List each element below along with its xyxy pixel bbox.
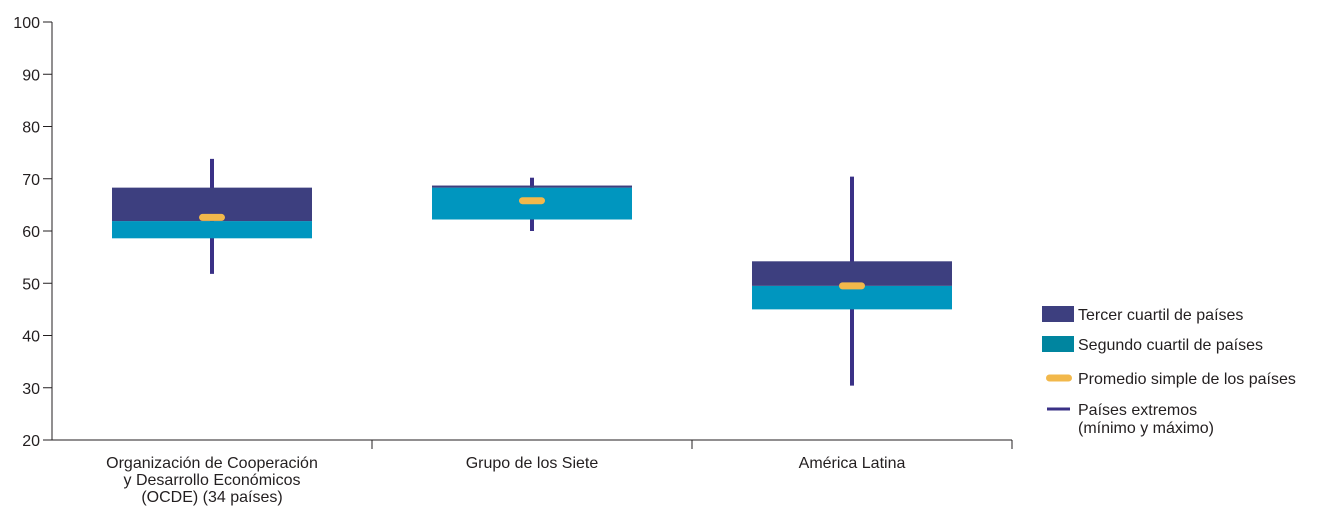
y-tick-label-90: 90 [22,67,40,84]
category-label-1: Grupo de los Siete [466,455,599,472]
legend-label-q3: Tercer cuartil de países [1078,307,1243,324]
x-axis: Organización de Cooperación y Desarrollo … [52,439,1013,506]
category-label-line: América Latina [799,455,906,472]
mean-marker-1 [519,197,545,205]
y-tick-label-80: 80 [22,120,40,137]
mean-marker-0 [199,213,225,221]
q2-box-0 [112,221,312,239]
mean-marker-2 [839,282,865,290]
legend-swatch-q2 [1042,336,1074,352]
q3-box-2 [752,261,952,286]
category-label-line: (OCDE) (34 países) [141,489,282,506]
y-tick-label-60: 60 [22,224,40,241]
y-tick-label-30: 30 [22,381,40,398]
category-label-line: Grupo de los Siete [466,455,599,472]
legend-label-extremes: Países extremos (mínimo y máximo) [1078,402,1214,437]
legend-label-line: (mínimo y máximo) [1078,420,1214,437]
legend-label-mean: Promedio simple de los países [1078,371,1296,388]
y-tick-label-50: 50 [22,276,40,293]
q3-box-1 [432,185,632,188]
y-tick-label-20: 20 [22,433,40,450]
legend-label-line: Tercer cuartil de países [1078,307,1243,324]
y-axis: 20 30 40 50 60 70 80 90 100 [13,15,53,450]
legend-label-q2: Segundo cuartil de países [1078,337,1263,354]
legend-label-line: Segundo cuartil de países [1078,337,1263,354]
legend-swatch-q3 [1042,306,1074,322]
y-tick-label-40: 40 [22,329,40,346]
q2-box-2 [752,285,952,310]
legend-swatch-mean [1046,374,1072,382]
legend: Tercer cuartil de países Segundo cuartil … [1042,306,1296,437]
y-tick-label-100: 100 [13,15,40,32]
chart-marks [112,158,952,386]
legend-label-line: Promedio simple de los países [1078,371,1296,388]
y-tick-label-70: 70 [22,172,40,189]
category-label-0: Organización de Cooperación y Desarrollo … [106,455,318,506]
legend-label-line: Países extremos [1078,402,1197,419]
category-label-line: y Desarrollo Económicos [124,472,301,489]
category-label-2: América Latina [799,455,906,472]
category-label-line: Organización de Cooperación [106,455,318,472]
